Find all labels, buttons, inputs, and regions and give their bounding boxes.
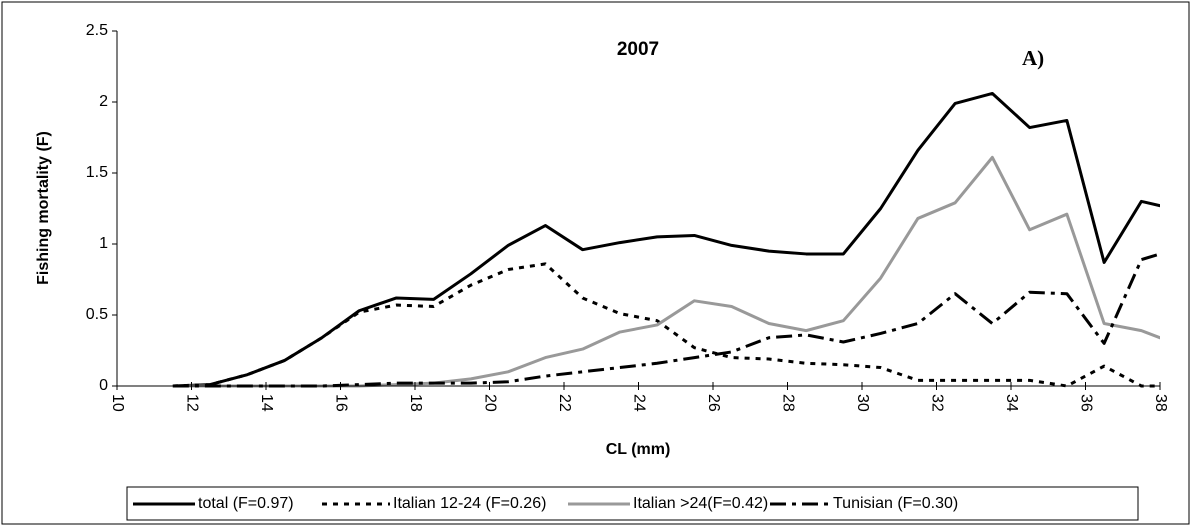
annotation: A) [1022, 46, 1044, 70]
x-tick-label: 16 [332, 394, 349, 412]
x-tick-label: 32 [928, 394, 945, 412]
y-tick-label: 0.5 [86, 306, 108, 323]
y-tick-label: 2.5 [86, 22, 108, 39]
x-tick-label: 12 [183, 394, 200, 412]
chart-title: 2007 [617, 39, 659, 60]
x-tick-label: 22 [556, 394, 573, 412]
series-line [172, 91, 1160, 388]
x-tick-label: 10 [109, 394, 126, 412]
x-tick-label: 18 [407, 394, 424, 412]
x-tick-label: 38 [1152, 394, 1169, 412]
series-line [172, 262, 1160, 388]
x-tick-label: 14 [258, 394, 275, 412]
x-tick-label: 30 [854, 394, 871, 412]
y-tick-label: 2 [99, 93, 108, 110]
x-tick-label: 26 [705, 394, 722, 412]
y-tick-label: 0 [99, 377, 108, 394]
legend-label: total (F=0.97) [198, 495, 294, 512]
x-tick-label: 28 [779, 394, 796, 412]
x-tick-label: 20 [481, 394, 498, 412]
x-tick-label: 36 [1077, 394, 1094, 412]
x-axis-label: CL (mm) [606, 441, 671, 458]
y-tick-label: 1.5 [86, 164, 108, 181]
y-tick-label: 1 [99, 235, 108, 252]
legend-box [126, 486, 1139, 521]
legend-label: Italian 12-24 (F=0.26) [393, 495, 546, 512]
y-axis-label: Fishing mortality (F) [35, 131, 52, 285]
legend-label: Tunisian (F=0.30) [833, 495, 958, 512]
x-tick-label: 34 [1003, 394, 1020, 412]
legend-label: Italian >24(F=0.42) [633, 495, 768, 512]
x-tick-label: 24 [630, 394, 647, 412]
